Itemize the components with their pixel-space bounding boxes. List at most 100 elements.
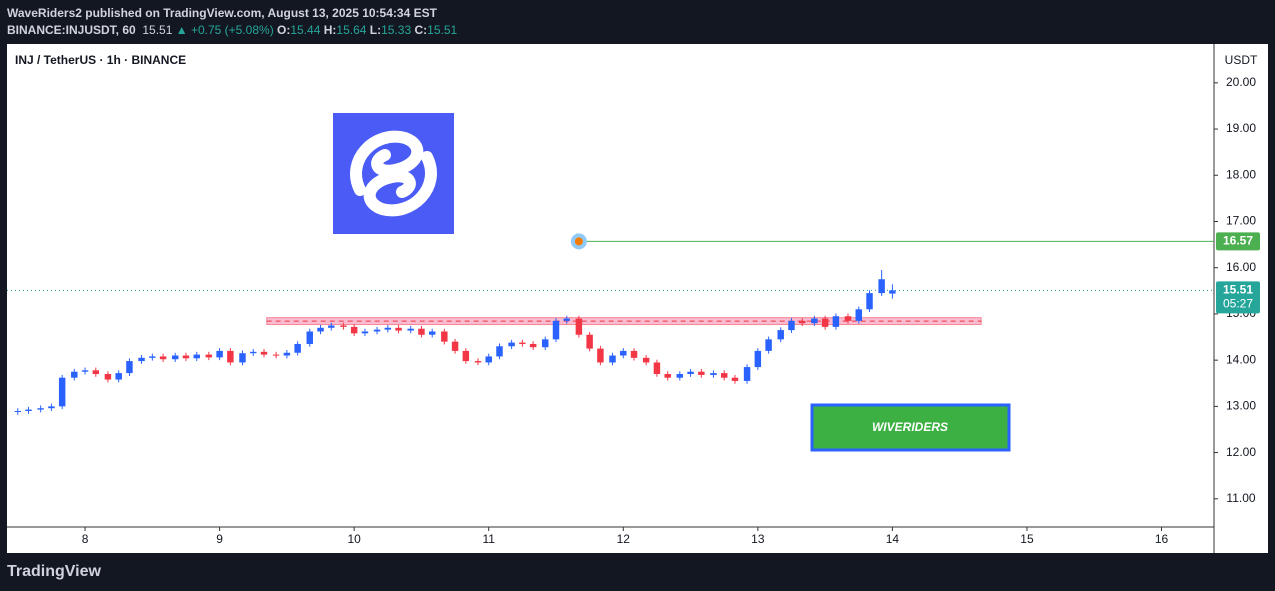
candle-body — [407, 328, 414, 331]
candle-body — [171, 355, 179, 360]
x-tick-label: 12 — [617, 532, 631, 546]
candle-body — [395, 327, 402, 331]
candle-body — [361, 331, 369, 334]
candle-body — [306, 331, 313, 344]
target-label-bg — [1216, 232, 1260, 251]
x-tick-label: 16 — [1155, 532, 1169, 546]
x-tick-label: 9 — [216, 532, 223, 546]
candle-body — [563, 318, 570, 321]
ohlc-value: 15.44 — [290, 23, 321, 37]
candle-body — [777, 330, 784, 340]
publisher-text: WaveRiders2 published on TradingView.com… — [7, 6, 437, 20]
x-tick-label: 13 — [751, 532, 765, 546]
x-tick-label: 8 — [82, 532, 89, 546]
y-tick-label: 13.00 — [1226, 399, 1256, 413]
candle-body — [609, 355, 616, 363]
y-tick-label: 17.00 — [1226, 214, 1256, 228]
candle-body — [294, 343, 301, 353]
candle-body — [227, 350, 234, 363]
y-tick-label: 12.00 — [1226, 445, 1256, 459]
ohlc-value: 15.33 — [381, 23, 412, 37]
candle-body — [149, 356, 156, 358]
candle-body — [889, 290, 896, 294]
candle-body — [731, 377, 739, 381]
candle-body — [687, 371, 694, 375]
candle-body — [81, 370, 89, 372]
candle-body — [126, 361, 133, 374]
candle-body — [104, 374, 112, 380]
candle-body — [216, 350, 223, 358]
y-tick-label: 20.00 — [1226, 75, 1256, 89]
logo — [333, 113, 454, 234]
candle-body — [373, 329, 381, 332]
y-axis-label: USDT — [1225, 53, 1258, 67]
symbol-line: BINANCE:INJUSDT, 60 15.51 ▲ +0.75 (+5.08… — [7, 23, 457, 37]
ohlc-label: O: — [277, 23, 291, 37]
candle-body — [441, 331, 448, 342]
ohlc-label: C: — [414, 23, 428, 37]
candle-body — [138, 357, 145, 362]
y-tick-label: 19.00 — [1226, 121, 1256, 135]
plot — [7, 233, 1214, 415]
candle-body — [37, 408, 44, 410]
candle-body — [14, 410, 21, 412]
candle-body — [182, 355, 190, 359]
candle-body — [508, 342, 515, 347]
candle-body — [642, 357, 650, 363]
candle-body — [462, 350, 470, 362]
candle-body — [71, 371, 78, 378]
candle-body — [115, 373, 122, 380]
candle-body — [821, 318, 829, 327]
candle-body — [855, 309, 862, 321]
watermark: WIVERIDERS — [872, 420, 948, 434]
price-label: 15.51 — [1223, 283, 1253, 297]
candle-body — [496, 346, 503, 357]
countdown: 05:27 — [1223, 297, 1253, 311]
candle-body — [250, 351, 257, 354]
candle-body — [328, 325, 335, 328]
symbol: BINANCE:INJUSDT, 60 — [7, 23, 136, 37]
last-price: 15.51 — [142, 23, 173, 37]
candle-body — [340, 325, 347, 327]
candle-body — [205, 354, 213, 358]
candle-body — [542, 339, 549, 348]
candle-body — [260, 351, 268, 355]
candle-body — [832, 316, 840, 327]
y-tick-label: 16.00 — [1226, 260, 1256, 274]
x-tick-label: 10 — [347, 532, 361, 546]
candle-body — [754, 350, 762, 368]
candle-body — [720, 373, 728, 378]
price-label-bg — [1216, 281, 1260, 314]
candle-body — [485, 356, 492, 363]
footer-brand: TradingView — [7, 563, 101, 580]
candle-body — [272, 354, 280, 356]
y-tick-label: 18.00 — [1226, 167, 1256, 181]
candle-body — [620, 350, 627, 356]
ohlc-label: L: — [369, 23, 382, 37]
candle-body — [844, 316, 852, 321]
candle-body — [676, 374, 684, 378]
candle-body — [283, 352, 291, 356]
ohlc-value: 15.64 — [336, 23, 367, 37]
candle-body — [653, 362, 661, 375]
x-tick-label: 11 — [482, 532, 495, 546]
candle-body — [788, 320, 795, 331]
candle-body — [519, 342, 526, 344]
candle-body — [193, 354, 200, 359]
watermark-box: WIVERIDERS — [810, 403, 1011, 452]
candle-body — [92, 370, 100, 375]
target-icon-inner — [574, 237, 583, 246]
candle-body — [350, 326, 358, 334]
publisher: WaveRiders2 published on TradingView.com… — [7, 6, 437, 20]
candle-body — [575, 318, 583, 335]
candle-body — [451, 341, 459, 351]
change: ▲ +0.75 (+5.08%) — [175, 23, 274, 37]
footer: TradingView — [7, 563, 101, 581]
candle-body — [743, 367, 751, 381]
candle-body — [428, 331, 436, 335]
candle-body — [474, 361, 482, 363]
candle-body — [664, 374, 671, 378]
x-tick-label: 14 — [886, 532, 900, 546]
candle-body — [552, 320, 560, 340]
